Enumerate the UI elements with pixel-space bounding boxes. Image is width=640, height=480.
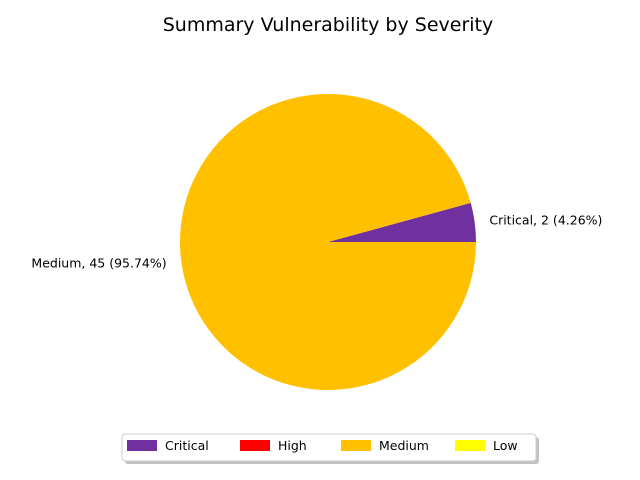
slice-labels: Critical, 2 (4.26%) Medium, 45 (95.74%)	[31, 212, 602, 270]
pie-slice-medium	[180, 94, 476, 391]
legend-swatch-high	[240, 440, 270, 451]
legend-label-critical: Critical	[165, 438, 209, 453]
legend-label-low: Low	[493, 438, 518, 453]
slice-label-medium: Medium, 45 (95.74%)	[31, 256, 166, 271]
legend-label-high: High	[278, 438, 307, 453]
legend-swatch-medium	[341, 440, 371, 451]
legend-entries: Critical High Medium Low	[127, 438, 518, 453]
slice-label-critical: Critical, 2 (4.26%)	[489, 212, 602, 227]
pie-slice-critical	[328, 202, 476, 242]
legend-label-medium: Medium	[379, 438, 429, 453]
pie-slices	[180, 94, 476, 391]
chart-title: Summary Vulnerability by Severity	[163, 14, 494, 36]
legend-swatch-critical	[127, 440, 157, 451]
legend-swatch-low	[455, 440, 485, 451]
legend: Critical High Medium Low	[121, 433, 539, 464]
legend-frame	[121, 433, 537, 462]
